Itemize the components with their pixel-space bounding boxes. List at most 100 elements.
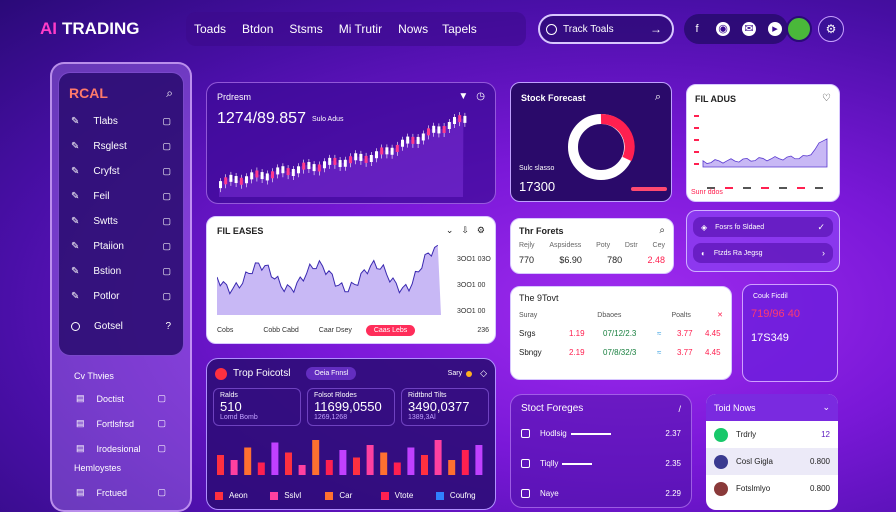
bar bbox=[475, 445, 483, 475]
legend-swatch bbox=[435, 491, 444, 500]
mail-icon[interactable]: ✉ bbox=[742, 22, 756, 36]
search-input[interactable]: Track Toals bbox=[563, 23, 614, 35]
checkbox-icon[interactable] bbox=[521, 489, 530, 498]
box-icon[interactable]: ▢ bbox=[157, 393, 166, 403]
download-icon[interactable]: ▢ bbox=[162, 141, 171, 151]
toggle-row[interactable]: ◈ Fosrs fo Sldaed ✓ bbox=[693, 217, 833, 237]
value-cell: $6.90 bbox=[559, 255, 582, 265]
toggle-label: Ftzds Ra Jegsg bbox=[713, 249, 763, 257]
doc-icon[interactable]: ▢ bbox=[162, 116, 171, 126]
sidebar-item[interactable]: ✎ Potlor ▢ bbox=[59, 284, 183, 309]
sidebar-item[interactable]: ✎ Tlabs ▢ bbox=[59, 109, 183, 134]
cell: Sbngy bbox=[519, 348, 542, 357]
candle-body bbox=[437, 126, 441, 134]
sidebar-item-label: Frctued bbox=[96, 487, 128, 498]
chevron-icon[interactable]: / bbox=[678, 403, 681, 414]
globe-icon[interactable]: ◉ bbox=[716, 22, 730, 36]
sidebar-item[interactable]: ▤ Irodesional ▢ bbox=[58, 436, 184, 461]
play-icon[interactable]: ▸ bbox=[768, 22, 782, 36]
legend-item[interactable]: Car bbox=[325, 491, 380, 500]
user-name[interactable]: Sary bbox=[447, 370, 463, 377]
nav-item-4[interactable]: Nows bbox=[398, 22, 429, 36]
clock-icon[interactable]: ◷ bbox=[476, 91, 485, 102]
sidebar-item[interactable]: ✎ Cryfst ▢ bbox=[59, 159, 183, 184]
settings-icon[interactable]: ⚙ bbox=[818, 16, 844, 42]
forecast-pill[interactable]: Oeia Fnnsl bbox=[306, 367, 357, 380]
legend-item[interactable]: Cobb Cabd bbox=[263, 327, 299, 334]
app-badge-icon[interactable] bbox=[786, 16, 812, 42]
legend-label: Coufng bbox=[449, 491, 476, 500]
legend-item[interactable]: Caar Dsey bbox=[318, 327, 352, 334]
nav-item-0[interactable]: Toads bbox=[194, 22, 227, 36]
list-item[interactable]: Tiqlly 2.35 bbox=[511, 444, 691, 474]
close-icon[interactable]: ✕ bbox=[717, 312, 723, 319]
news-item[interactable]: Cosl Gigla 0.800 bbox=[706, 448, 838, 475]
nav-item-1[interactable]: Btdon bbox=[242, 22, 274, 36]
legend-item[interactable]: Sslvl bbox=[270, 491, 325, 500]
info-icon[interactable]: ▢ bbox=[162, 166, 171, 176]
candle-body bbox=[359, 153, 363, 161]
bell-icon[interactable]: ▢ bbox=[162, 241, 171, 251]
avatar bbox=[714, 481, 728, 496]
legend-swatch bbox=[215, 491, 223, 500]
gear-icon[interactable]: ▢ bbox=[162, 191, 171, 201]
table-row[interactable]: Sbngy 2.19 07/8/32/3 ≈3.77 4.45 bbox=[511, 338, 731, 357]
flag-icon[interactable]: ▢ bbox=[162, 266, 171, 276]
check-icon[interactable]: ✓ bbox=[817, 221, 825, 232]
sidebar-item[interactable]: ✎ Feil ▢ bbox=[59, 184, 183, 209]
candle-body bbox=[432, 125, 436, 133]
sidebar-item[interactable]: ✎ Bstion ▢ bbox=[59, 259, 183, 284]
candle-body bbox=[260, 172, 264, 180]
toggle-row[interactable]: ◐ Ftzds Ra Jegsg › bbox=[693, 243, 833, 263]
search-icon[interactable]: ⌕ bbox=[659, 225, 665, 236]
lock-icon[interactable]: ▢ bbox=[162, 291, 171, 301]
arrow-right-icon[interactable]: → bbox=[650, 22, 662, 36]
settings-icon[interactable]: ⚙ bbox=[476, 225, 485, 235]
chevron-down-icon[interactable]: ⌄ bbox=[445, 225, 454, 235]
chevron-down-icon[interactable]: ⌄ bbox=[822, 402, 830, 412]
download-icon[interactable]: ⇩ bbox=[461, 225, 469, 235]
nav-item-5[interactable]: Tapels bbox=[442, 22, 477, 36]
bar-legend: Aeon Sslvl Car Vtote Coufng bbox=[215, 491, 491, 500]
news-item[interactable]: Trdrly 12 bbox=[706, 421, 838, 448]
candle-body bbox=[265, 173, 269, 181]
search-icon[interactable]: ⌕ bbox=[166, 85, 173, 100]
checkbox-icon[interactable] bbox=[521, 459, 530, 468]
play-icon[interactable]: ▢ bbox=[162, 216, 171, 226]
news-item[interactable]: Fotslmlyo 0.800 bbox=[706, 475, 838, 502]
list-item[interactable]: Hodlsig 2.37 bbox=[511, 414, 691, 444]
filter-icon[interactable]: ▼ bbox=[458, 91, 469, 102]
sidebar-item[interactable]: ✎ Rsglest ▢ bbox=[59, 134, 183, 159]
box-icon[interactable]: ▢ bbox=[157, 443, 166, 453]
facebook-icon[interactable]: f bbox=[695, 23, 699, 35]
wave-icon: ≈ bbox=[657, 348, 662, 357]
sidebar-item-bottom[interactable]: Gotsel ? bbox=[59, 311, 183, 342]
sidebar-item[interactable]: ✎ Ptaiion ▢ bbox=[59, 234, 183, 259]
box-icon[interactable]: ▢ bbox=[157, 418, 166, 428]
box-icon[interactable]: ▢ bbox=[157, 487, 166, 497]
legend-label: Aeon bbox=[229, 491, 248, 500]
sidebar-item[interactable]: ▤ Doctist ▢ bbox=[58, 386, 184, 411]
heart-icon[interactable]: ♡ bbox=[822, 93, 831, 104]
checkbox-icon[interactable] bbox=[521, 429, 530, 438]
nav-item-2[interactable]: Stsms bbox=[289, 22, 323, 36]
legend-item[interactable]: Vtote bbox=[380, 491, 436, 500]
news-label: Trdrly bbox=[736, 430, 757, 439]
shield-icon[interactable]: ◇ bbox=[480, 368, 487, 378]
nav-item-3[interactable]: Mi Trutir bbox=[338, 22, 383, 36]
cell: 2.19 bbox=[569, 348, 585, 357]
help-icon[interactable]: ? bbox=[165, 321, 171, 332]
news-value: 0.800 bbox=[809, 484, 830, 493]
sidebar-item[interactable]: ▤ Frctued ▢ bbox=[58, 480, 184, 505]
legend-item[interactable]: Aeon bbox=[215, 491, 270, 500]
stat-label: Folsot Rlodes bbox=[314, 392, 357, 399]
chevron-right-icon[interactable]: › bbox=[822, 248, 825, 258]
table-row[interactable]: Srgs 1.19 07/12/2.3 ≈3.77 4.45 bbox=[511, 319, 731, 338]
legend-button[interactable]: Caas Lebs bbox=[365, 325, 416, 336]
sidebar-item[interactable]: ✎ Swtts ▢ bbox=[59, 209, 183, 234]
search-icon[interactable]: ⌕ bbox=[654, 91, 661, 103]
search-bar[interactable]: Track Toals → bbox=[538, 14, 674, 44]
legend-item[interactable]: Coufng bbox=[435, 491, 491, 500]
list-item[interactable]: Naye 2.29 bbox=[511, 474, 691, 504]
sidebar-item[interactable]: ▤ Fortlsfrsd ▢ bbox=[58, 411, 184, 436]
